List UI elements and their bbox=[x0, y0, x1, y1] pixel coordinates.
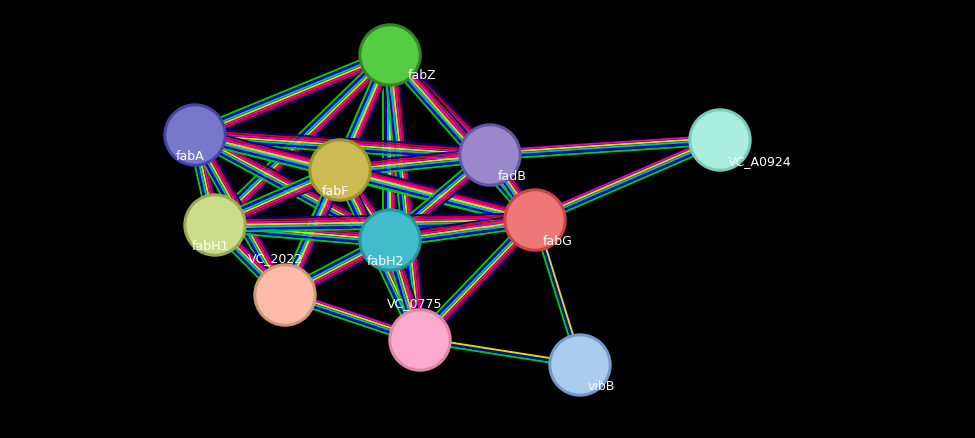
Circle shape bbox=[254, 264, 316, 326]
Circle shape bbox=[462, 127, 518, 183]
Circle shape bbox=[362, 212, 418, 268]
Circle shape bbox=[504, 189, 566, 251]
Circle shape bbox=[359, 24, 421, 86]
Circle shape bbox=[359, 209, 421, 271]
Circle shape bbox=[195, 205, 235, 245]
Circle shape bbox=[312, 142, 368, 198]
Text: VC_0775: VC_0775 bbox=[387, 297, 443, 310]
Circle shape bbox=[400, 320, 440, 360]
Circle shape bbox=[692, 112, 748, 168]
Text: fabZ: fabZ bbox=[408, 69, 437, 82]
Circle shape bbox=[389, 309, 451, 371]
Circle shape bbox=[507, 192, 563, 248]
Text: fabF: fabF bbox=[322, 185, 349, 198]
Circle shape bbox=[549, 334, 611, 396]
Text: fabG: fabG bbox=[543, 235, 573, 248]
Text: fabA: fabA bbox=[176, 150, 205, 163]
Circle shape bbox=[362, 27, 418, 83]
Text: fabH1: fabH1 bbox=[191, 240, 229, 253]
Circle shape bbox=[309, 139, 371, 201]
Text: vibB: vibB bbox=[588, 380, 615, 393]
Circle shape bbox=[257, 267, 313, 323]
Text: VC_2022: VC_2022 bbox=[248, 252, 302, 265]
Circle shape bbox=[560, 345, 601, 385]
Circle shape bbox=[700, 120, 740, 160]
Circle shape bbox=[167, 107, 223, 163]
Circle shape bbox=[515, 200, 555, 240]
Circle shape bbox=[187, 197, 243, 253]
Circle shape bbox=[184, 194, 246, 256]
Circle shape bbox=[370, 35, 410, 75]
Text: VC_A0924: VC_A0924 bbox=[728, 155, 792, 168]
Circle shape bbox=[392, 312, 448, 368]
Circle shape bbox=[265, 275, 305, 315]
Circle shape bbox=[552, 337, 608, 393]
Circle shape bbox=[459, 124, 521, 186]
Circle shape bbox=[320, 150, 360, 190]
Circle shape bbox=[370, 220, 410, 260]
Circle shape bbox=[175, 115, 215, 155]
Text: fabH2: fabH2 bbox=[367, 255, 404, 268]
Circle shape bbox=[164, 104, 226, 166]
Text: fadB: fadB bbox=[498, 170, 526, 183]
Circle shape bbox=[689, 109, 751, 171]
Circle shape bbox=[470, 135, 510, 175]
